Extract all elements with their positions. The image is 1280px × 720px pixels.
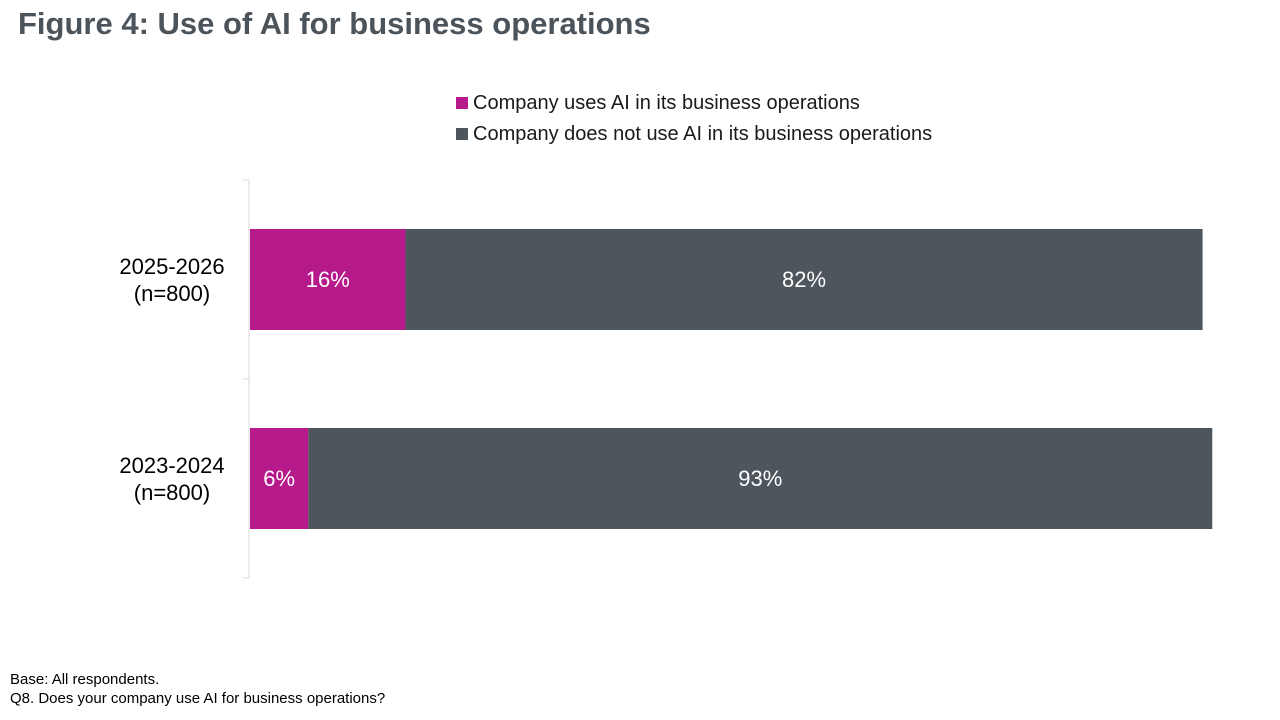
category-sublabel: (n=800) xyxy=(134,480,210,505)
bars: 16% 82% 6% 93% xyxy=(250,229,1213,529)
category-sublabel: (n=800) xyxy=(134,281,210,306)
legend-swatch-0 xyxy=(456,97,468,109)
data-label: 93% xyxy=(738,466,782,491)
data-label: 6% xyxy=(263,466,295,491)
legend-swatch-1 xyxy=(456,128,468,140)
legend-label-0: Company uses AI in its business operatio… xyxy=(473,92,860,114)
data-label: 16% xyxy=(306,267,350,292)
bar-segment-1 xyxy=(405,229,1203,330)
legend: Company uses AI in its business operatio… xyxy=(456,92,932,145)
chart-title: Figure 4: Use of AI for business operati… xyxy=(18,6,651,41)
category-label: 2023-2024 xyxy=(119,453,224,478)
legend-label-1: Company does not use AI in its business … xyxy=(473,123,932,145)
bar-segment-1 xyxy=(308,428,1213,529)
footnote-question: Q8. Does your company use AI for busines… xyxy=(10,690,386,707)
data-label: 82% xyxy=(782,267,826,292)
category-label: 2025-2026 xyxy=(119,254,224,279)
footnote-base: Base: All respondents. xyxy=(10,671,160,688)
bar-segment-0 xyxy=(250,428,309,529)
bar-segment-0 xyxy=(250,229,406,330)
category-axis: 2025-2026(n=800)2023-2024(n=800) xyxy=(119,179,250,579)
